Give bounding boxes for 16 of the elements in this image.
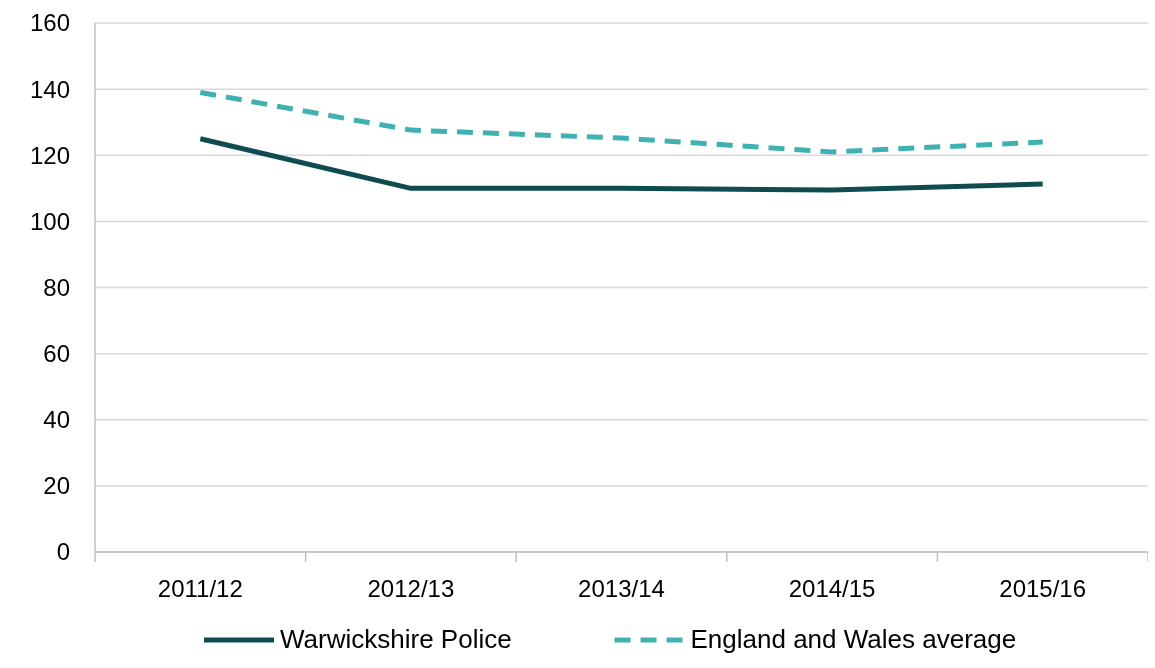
y-tick-label: 0 bbox=[56, 538, 70, 566]
x-tick-label: 2011/12 bbox=[157, 575, 243, 602]
x-tick-label: 2013/14 bbox=[578, 575, 665, 602]
y-tick-label: 40 bbox=[43, 406, 70, 434]
x-tick-label: 2015/16 bbox=[999, 575, 1087, 602]
y-tick-label: 20 bbox=[43, 472, 70, 500]
y-tick-label: 60 bbox=[43, 340, 70, 368]
y-tick-label: 140 bbox=[29, 75, 70, 103]
y-tick-label: 120 bbox=[29, 141, 70, 169]
y-tick-label: 100 bbox=[29, 207, 70, 235]
legend-label: Warwickshire Police bbox=[280, 624, 512, 654]
x-tick-label: 2012/13 bbox=[367, 575, 455, 602]
y-tick-label: 80 bbox=[43, 273, 70, 301]
legend-label: England and Wales average bbox=[690, 624, 1017, 654]
x-tick-label: 2014/15 bbox=[788, 575, 876, 602]
y-tick-label: 160 bbox=[29, 9, 70, 37]
